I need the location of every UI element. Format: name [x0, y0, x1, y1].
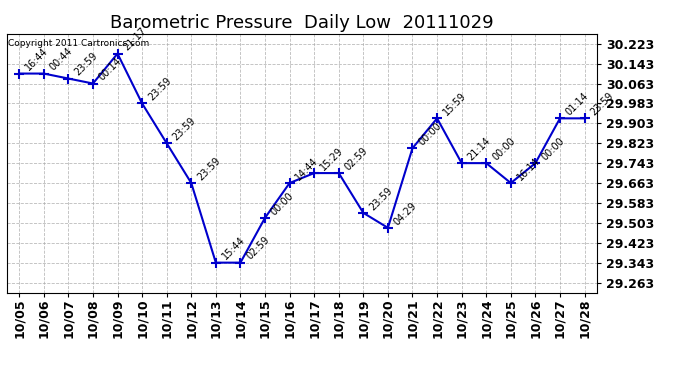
Text: 01:14: 01:14 — [564, 91, 591, 118]
Text: 00:00: 00:00 — [491, 136, 517, 162]
Text: 02:59: 02:59 — [343, 146, 370, 172]
Text: 15:29: 15:29 — [318, 146, 345, 172]
Text: 23:59: 23:59 — [589, 91, 615, 118]
Text: 21:17: 21:17 — [121, 26, 148, 53]
Text: 16:44: 16:44 — [23, 46, 50, 73]
Text: Copyright 2011 Cartronics.com: Copyright 2011 Cartronics.com — [8, 39, 149, 48]
Text: 14:44: 14:44 — [294, 156, 320, 182]
Text: 00:00: 00:00 — [269, 190, 296, 217]
Text: 23:59: 23:59 — [195, 155, 222, 182]
Text: 23:59: 23:59 — [146, 76, 173, 103]
Title: Barometric Pressure  Daily Low  20111029: Barometric Pressure Daily Low 20111029 — [110, 14, 493, 32]
Text: 21:14: 21:14 — [466, 136, 493, 162]
Text: 00:14: 00:14 — [97, 56, 124, 83]
Text: 00:00: 00:00 — [417, 121, 444, 147]
Text: 15:59: 15:59 — [441, 91, 468, 118]
Text: 15:44: 15:44 — [220, 235, 247, 262]
Text: 23:59: 23:59 — [368, 185, 395, 212]
Text: 16:14: 16:14 — [515, 156, 542, 182]
Text: 23:59: 23:59 — [72, 51, 99, 78]
Text: 02:59: 02:59 — [244, 235, 271, 262]
Text: 23:59: 23:59 — [171, 116, 198, 142]
Text: 04:29: 04:29 — [392, 200, 419, 227]
Text: 00:00: 00:00 — [540, 136, 566, 162]
Text: 00:44: 00:44 — [48, 46, 75, 73]
